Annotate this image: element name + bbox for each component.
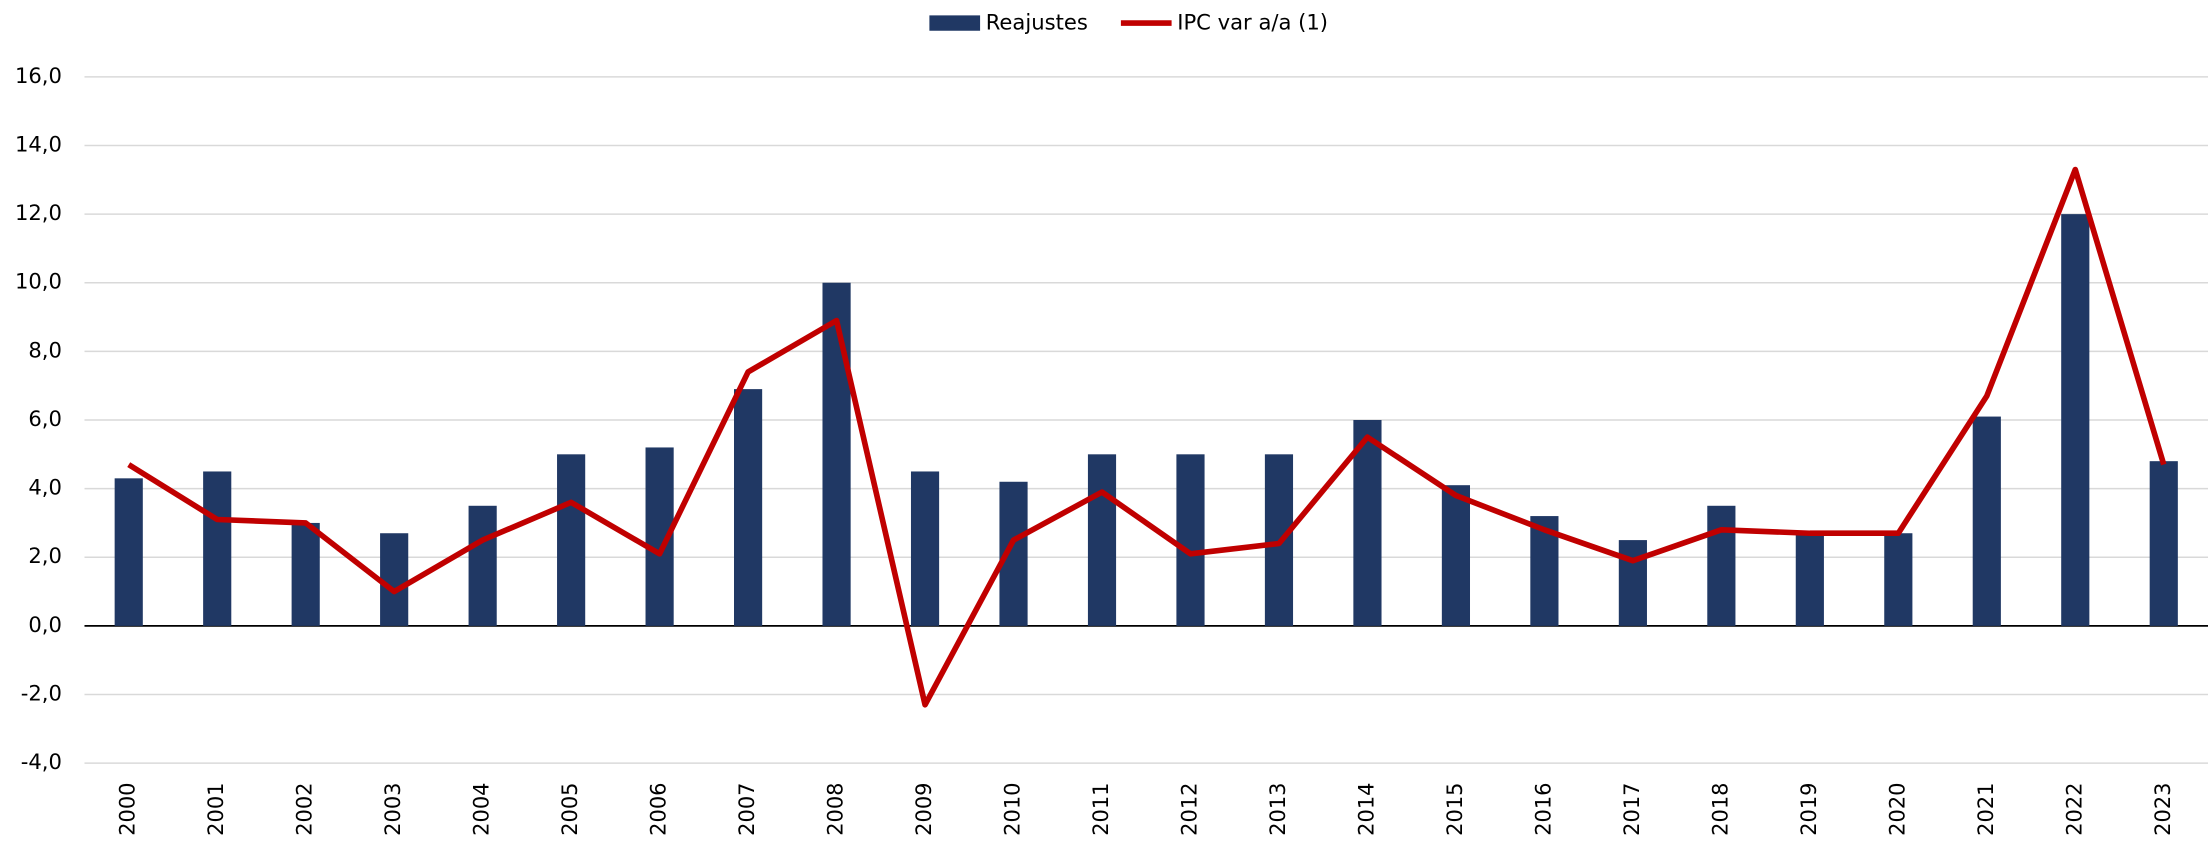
bar [1884, 533, 1913, 626]
x-tick-label: 2015 [1442, 782, 1467, 835]
bar [114, 478, 143, 626]
y-tick-label: -4,0 [21, 749, 62, 774]
line [127, 166, 2167, 708]
x-tick-label: 2016 [1530, 782, 1555, 835]
bar [1441, 485, 1471, 626]
x-tick-label: 2011 [1088, 782, 1113, 835]
x-tick-label: 2023 [2150, 782, 2175, 835]
bar [2149, 461, 2178, 626]
y-tick-label: 16,0 [15, 63, 62, 88]
x-tick-label: 2019 [1796, 782, 1821, 835]
bar [1087, 454, 1117, 626]
y-tick-label: 8,0 [28, 337, 62, 362]
bar [822, 282, 851, 626]
x-tick-label: 2020 [1884, 782, 1909, 835]
bar [1353, 420, 1382, 626]
bar [734, 389, 763, 626]
legend-label: Reajustes [986, 10, 1088, 35]
x-tick-label: 2018 [1707, 782, 1732, 835]
x-tick-label: 2012 [1176, 782, 1201, 835]
x-tick-label: 2009 [911, 782, 936, 835]
x-tick-label: 2000 [115, 782, 140, 835]
legend-swatch [929, 15, 981, 31]
bar [291, 522, 320, 626]
x-tick-label: 2002 [292, 782, 317, 835]
y-tick-label: -2,0 [21, 681, 62, 706]
x-tick-label: 2007 [734, 782, 759, 835]
bar [557, 454, 586, 626]
bar [380, 533, 409, 626]
x-tick-label: 2001 [203, 782, 228, 835]
x-tick-label: 2014 [1353, 782, 1378, 835]
y-tick-label: 4,0 [28, 475, 62, 500]
x-tick-label: 2006 [646, 782, 671, 835]
bar [1707, 505, 1736, 626]
y-tick-label: 14,0 [15, 132, 62, 157]
y-tick-label: 6,0 [28, 406, 62, 431]
bar [468, 505, 497, 626]
x-tick-label: 2005 [557, 782, 582, 835]
bar [203, 471, 232, 626]
y-tick-label: 2,0 [28, 543, 62, 568]
x-tick-label: 2010 [999, 782, 1024, 835]
x-tick-label: 2017 [1619, 782, 1644, 835]
x-tick-label: 2013 [1265, 782, 1290, 835]
y-tick-label: 10,0 [15, 269, 62, 294]
x-tick-label: 2022 [2061, 782, 2086, 835]
legend-label: IPC var a/a (1) [1177, 10, 1328, 35]
x-tick-label: 2003 [380, 782, 405, 835]
bar [1618, 540, 1647, 626]
bar [1795, 533, 1824, 626]
x-tick-label: 2004 [469, 782, 494, 835]
x-tick-label: 2008 [823, 782, 848, 835]
bar [1176, 454, 1205, 626]
bar [2061, 214, 2090, 626]
y-tick-label: 12,0 [15, 200, 62, 225]
x-tick-label: 2021 [1973, 782, 1998, 835]
bar [910, 471, 940, 626]
bar [1972, 416, 2001, 626]
y-tick-label: 0,0 [28, 612, 62, 637]
